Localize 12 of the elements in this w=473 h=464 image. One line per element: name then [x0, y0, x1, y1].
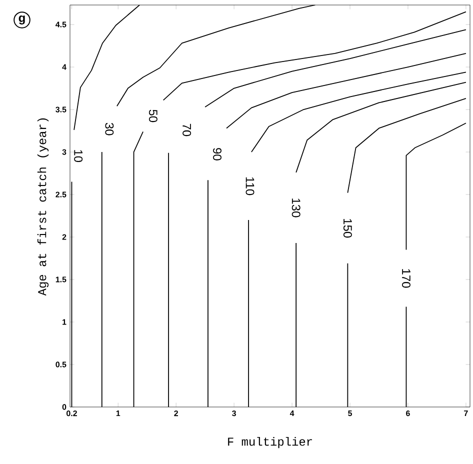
y-axis-title: Age at first catch (year)	[37, 118, 49, 296]
text: 70	[182, 124, 192, 136]
text: 10	[74, 150, 83, 162]
text: g	[18, 16, 25, 24]
x-axis-title: F multiplier	[228, 436, 312, 448]
text: 170	[402, 269, 410, 288]
text: 110	[246, 177, 254, 196]
text: 130	[292, 198, 300, 218]
text: 90	[213, 148, 222, 160]
text: 150	[343, 219, 352, 238]
text: 50	[148, 110, 158, 122]
text: 30	[105, 122, 114, 136]
